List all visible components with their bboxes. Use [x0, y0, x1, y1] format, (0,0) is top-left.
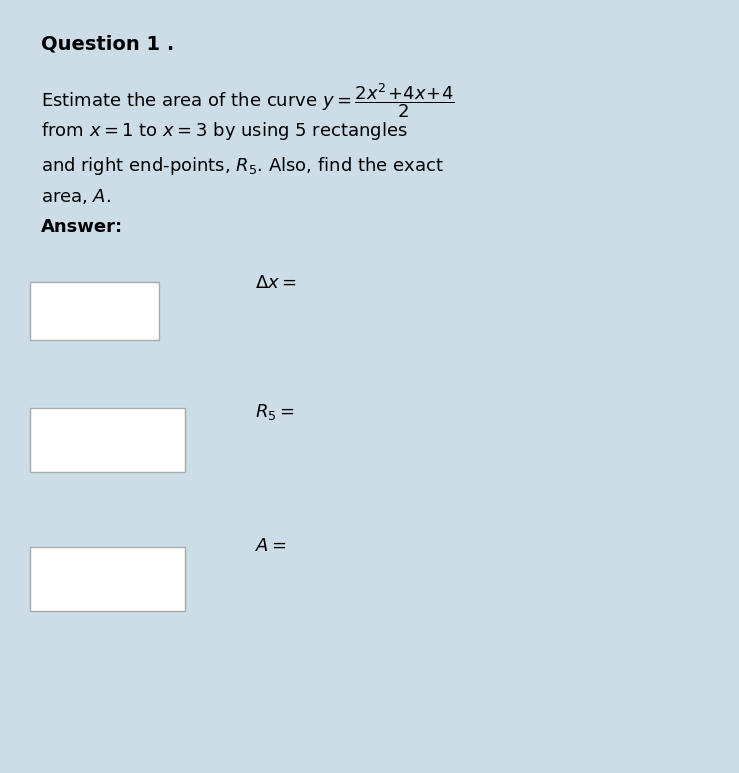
Text: $\Delta x =$: $\Delta x =$ [255, 274, 296, 292]
Text: from $x = 1$ to $x = 3$ by using 5 rectangles: from $x = 1$ to $x = 3$ by using 5 recta… [41, 120, 407, 141]
Text: and right end-points, $R_5$. Also, find the exact: and right end-points, $R_5$. Also, find … [41, 155, 443, 176]
Text: $R_5 =$: $R_5 =$ [255, 402, 295, 422]
FancyBboxPatch shape [30, 282, 159, 340]
Text: Answer:: Answer: [41, 218, 123, 236]
FancyBboxPatch shape [30, 408, 185, 472]
Text: Estimate the area of the curve $y = \dfrac{2x^2\!+\!4x\!+\!4}{2}$: Estimate the area of the curve $y = \dfr… [41, 81, 454, 120]
FancyBboxPatch shape [30, 547, 185, 611]
Text: $A =$: $A =$ [255, 537, 287, 555]
Text: area, $A$.: area, $A$. [41, 187, 111, 206]
Text: Question 1 .: Question 1 . [41, 35, 174, 54]
